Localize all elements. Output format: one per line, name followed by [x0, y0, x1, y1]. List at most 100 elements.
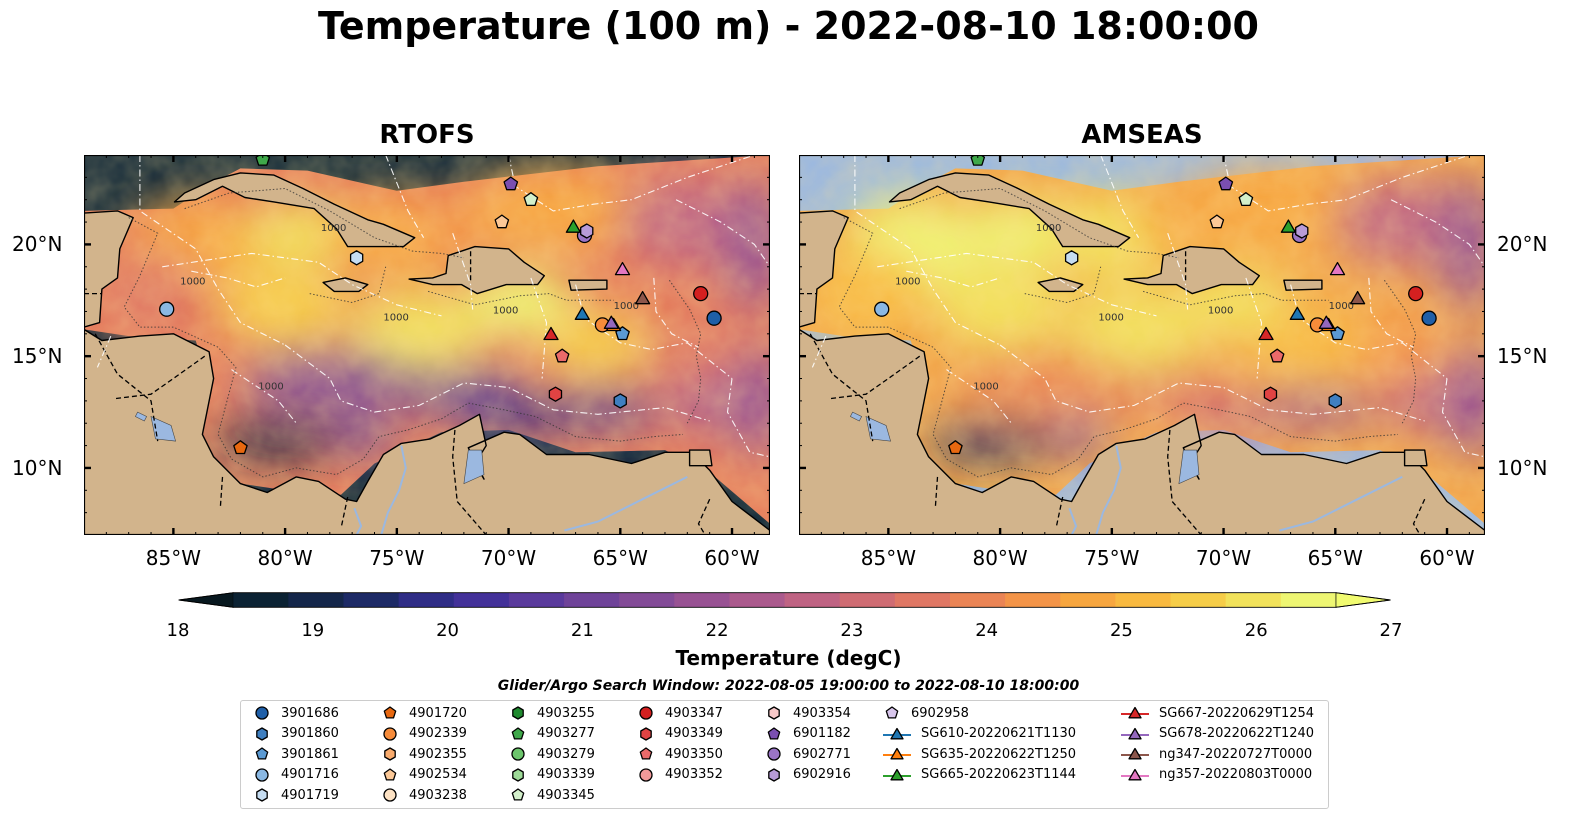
colorbar-segment — [1225, 592, 1282, 608]
colorbar-segment — [1280, 592, 1337, 608]
legend-marker-icon — [883, 727, 911, 740]
legend-marker-icon — [383, 726, 397, 741]
legend-marker-icon — [511, 726, 525, 740]
legend-marker-icon — [639, 747, 653, 760]
depth-contour-label: 1000 — [321, 223, 346, 234]
observation-marker-6902916 — [1295, 223, 1309, 239]
legend-label: SG678-20220622T1240 — [1159, 726, 1315, 742]
legend-entry: 4903255 — [509, 703, 595, 723]
legend-entry: 4903279 — [509, 744, 595, 764]
legend-label: 4903354 — [793, 705, 851, 721]
lat-tick-label-left: 15°N — [12, 344, 63, 369]
legend-label: 4901720 — [409, 705, 467, 721]
legend-entry: 4903350 — [637, 744, 723, 764]
legend-marker-icon — [768, 768, 780, 782]
legend-marker-icon — [512, 768, 524, 782]
legend-label: ng357-20220803T0000 — [1159, 767, 1313, 783]
colorbar-segment — [784, 592, 841, 608]
legend-entry: 6902916 — [765, 765, 851, 785]
rtofs-map: 1000 1000 1000 1000 1000 1000 — [84, 155, 770, 535]
colorbar-segment — [894, 592, 951, 608]
lon-tick-label: 65°W — [592, 546, 648, 570]
legend-entry: 6901182 — [765, 724, 851, 744]
legend-marker-icon — [768, 706, 780, 720]
legend-entry: 4903354 — [765, 703, 851, 723]
observation-marker-ng357-20220803T0000 — [1329, 261, 1346, 276]
observation-marker-4901716 — [159, 301, 175, 317]
lon-tick-label: 75°W — [369, 546, 425, 570]
colorbar-segment — [950, 592, 1006, 608]
legend-label: 4903279 — [537, 746, 595, 762]
colorbar-tick-label: 18 — [166, 620, 190, 641]
legend-label: 4903347 — [665, 705, 723, 721]
legend-label: SG667-20220629T1254 — [1159, 705, 1315, 721]
legend-marker-icon — [383, 788, 397, 803]
depth-contour-label: 1000 — [383, 312, 408, 323]
colorbar-tick-label: 20 — [436, 620, 459, 641]
amseas-map: 1000 1000 1000 1000 1000 1000 — [799, 155, 1485, 535]
observation-marker-SG610-20220621T1130 — [574, 306, 590, 320]
legend-label: 6901182 — [793, 726, 851, 742]
legend-entry: ng357-20220803T0000 — [1121, 765, 1312, 785]
legend-entry: 4902339 — [381, 724, 467, 744]
observation-marker-SG665-20220623T1144 — [565, 219, 581, 233]
colorbar-segment — [729, 592, 786, 608]
legend-marker-icon — [511, 788, 525, 801]
colorbar-extend-low — [178, 592, 234, 608]
legend-marker-icon — [639, 768, 653, 782]
legend-marker-icon — [883, 768, 911, 781]
legend-entry: 3901860 — [253, 724, 339, 744]
legend-label: 6902916 — [793, 767, 851, 783]
observation-marker-4902534 — [1209, 214, 1225, 229]
legend-entry: 4901720 — [381, 703, 467, 723]
colorbar-segment — [288, 592, 345, 608]
legend-label: SG635-20220622T1250 — [921, 746, 1077, 762]
observation-marker-6902916 — [580, 223, 594, 239]
legend-label: 3901686 — [281, 705, 339, 721]
legend-marker-icon — [256, 788, 268, 803]
legend-entry: ng347-20220727T0000 — [1121, 744, 1312, 764]
observation-marker-4903349 — [548, 386, 563, 402]
lon-tick-label: 65°W — [1307, 546, 1363, 570]
legend-label: 4902534 — [409, 767, 467, 783]
observation-marker-4903345 — [1238, 192, 1254, 207]
observation-marker-4901719 — [349, 250, 364, 266]
legend-entry: 4903349 — [637, 724, 723, 744]
legend-entry: 6902958 — [883, 703, 969, 723]
legend-marker-icon — [255, 706, 269, 720]
legend-entry: 4903352 — [637, 765, 723, 785]
legend-marker-icon — [767, 747, 781, 761]
legend-marker-icon — [384, 747, 396, 761]
legend-entry: 4902534 — [381, 765, 467, 785]
colorbar-extend-high — [1335, 592, 1391, 608]
legend-entry: SG678-20220622T1240 — [1121, 724, 1314, 744]
legend-marker-icon — [1121, 706, 1149, 719]
observation-marker-4902534 — [494, 214, 510, 229]
legend-label: 4903238 — [409, 787, 467, 803]
lat-tick-label-left: 10°N — [12, 455, 63, 480]
legend-marker-icon — [767, 726, 781, 740]
legend-marker-icon — [1121, 768, 1149, 781]
colorbar-segment — [1005, 592, 1061, 608]
observation-marker-ng347-20220727T0000 — [635, 290, 651, 305]
legend-label: 4903352 — [665, 767, 723, 783]
colorbar-segment — [343, 592, 400, 608]
observation-marker-6901182 — [503, 176, 519, 191]
legend-marker-icon — [255, 747, 269, 760]
observation-marker-4901720 — [948, 440, 963, 455]
depth-contour-label: 1000 — [1036, 223, 1061, 234]
legend-label: 4903350 — [665, 746, 723, 762]
lat-tick-label-left: 20°N — [12, 232, 63, 257]
legend-marker-icon — [511, 747, 525, 761]
observation-marker-ng357-20220803T0000 — [614, 261, 631, 276]
observation-marker-ng347-20220727T0000 — [1350, 290, 1366, 305]
legend-marker-icon — [1121, 748, 1149, 760]
observation-marker-6901182 — [1218, 176, 1234, 191]
legend-label: 4903339 — [537, 767, 595, 783]
legend-label: 6902771 — [793, 746, 851, 762]
legend-marker-icon — [255, 768, 269, 782]
legend-entry: SG667-20220629T1254 — [1121, 703, 1314, 723]
observation-marker-4901719 — [1064, 250, 1079, 266]
colorbar-segment — [1060, 592, 1116, 608]
legend-label: 4901716 — [281, 767, 339, 783]
